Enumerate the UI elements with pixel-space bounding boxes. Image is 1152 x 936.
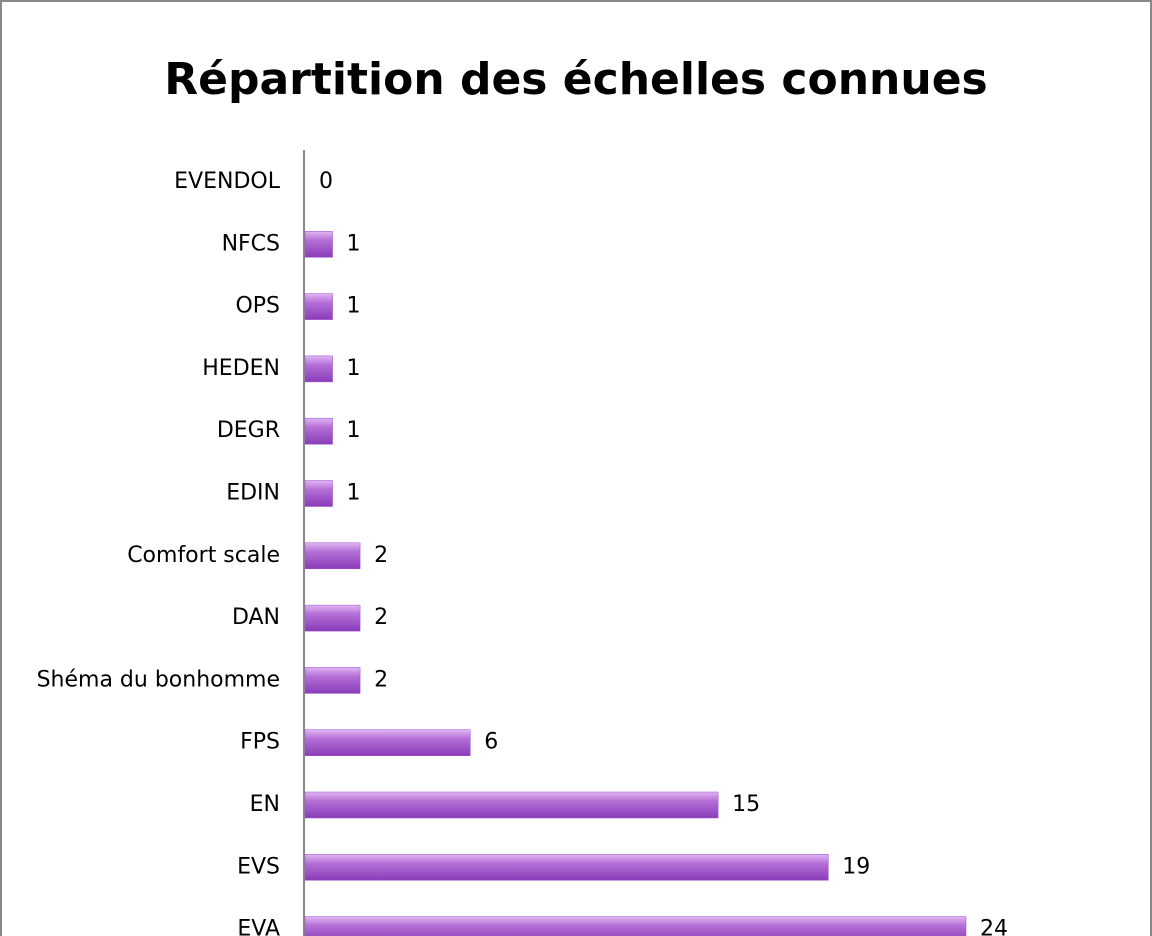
data-label: 1: [347, 418, 361, 443]
bar: [304, 355, 333, 383]
bar: [304, 293, 333, 320]
y-tick-label: Comfort scale: [127, 543, 280, 568]
data-label: 2: [374, 543, 388, 568]
data-label: 1: [347, 294, 361, 319]
y-tick-label: EDIN: [226, 481, 280, 506]
y-tick-label: EVA: [237, 917, 280, 936]
y-tick-label: OPS: [235, 294, 280, 319]
y-tick-label: EVENDOL: [174, 169, 281, 194]
y-tick-label: DAN: [232, 605, 280, 630]
y-tick-label: EVS: [237, 854, 280, 879]
bar: [304, 667, 361, 694]
data-label: 6: [484, 730, 498, 755]
y-tick-label: HEDEN: [202, 356, 280, 381]
bar: [304, 791, 719, 819]
bar: [304, 480, 333, 507]
chart-title: Répartition des échelles connues: [164, 54, 987, 105]
data-label: 24: [980, 917, 1008, 936]
y-tick-label: NFCS: [222, 231, 280, 256]
data-label: 1: [347, 231, 361, 256]
y-tick-label: EN: [250, 792, 280, 817]
bar: [304, 231, 333, 258]
bar: [304, 916, 967, 936]
y-tick-label: DEGR: [217, 418, 280, 443]
data-label: 0: [319, 169, 333, 194]
bar: [304, 542, 361, 570]
data-label: 1: [347, 481, 361, 506]
data-label: 2: [374, 667, 388, 692]
bar: [304, 417, 333, 445]
y-tick-label: FPS: [240, 730, 280, 755]
bar: [304, 604, 361, 632]
data-label: 19: [842, 854, 870, 879]
y-tick-label: Shéma du bonhomme: [37, 667, 280, 692]
data-label: 2: [374, 605, 388, 630]
data-label: 1: [347, 356, 361, 381]
bar: [304, 729, 471, 756]
bar: [304, 854, 829, 881]
data-label: 15: [732, 792, 760, 817]
